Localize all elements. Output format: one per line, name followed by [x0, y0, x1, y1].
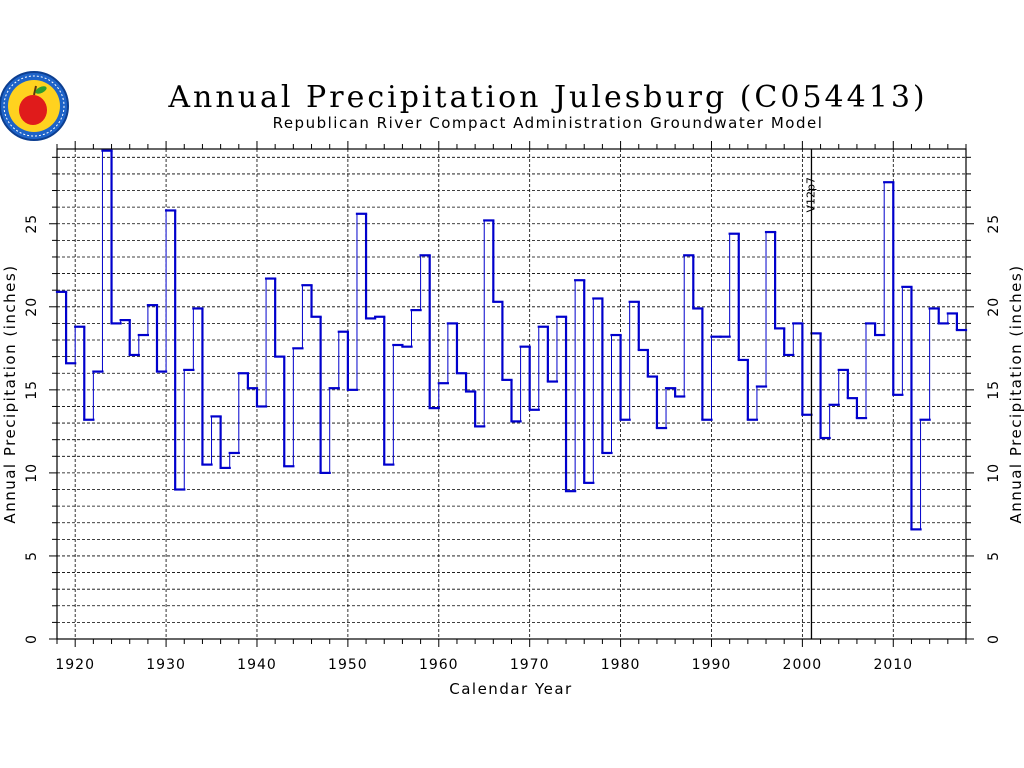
- x-tick-label: 2010: [873, 657, 913, 673]
- y-tick-label-left: 20: [24, 297, 40, 317]
- x-tick-label: 1970: [510, 657, 550, 673]
- x-tick-label: 1940: [237, 657, 277, 673]
- y-tick-label-left: 10: [24, 463, 40, 483]
- x-tick-label: 2000: [783, 657, 823, 673]
- chart-title: Annual Precipitation Julesburg (C054413): [167, 80, 927, 115]
- annotation-group: V12p7: [804, 149, 817, 639]
- y-tick-label-right: 20: [986, 297, 1002, 317]
- leaf-icon: [35, 86, 47, 94]
- y-tick-label-right: 15: [986, 380, 1002, 400]
- x-tick-label: 1990: [692, 657, 732, 673]
- y-tick-label-right: 0: [986, 634, 1002, 644]
- y-tick-label-right: 25: [986, 214, 1002, 234]
- series-group: [55, 149, 968, 531]
- x-tick-label: 1930: [146, 657, 186, 673]
- y-tick-label-left: 5: [24, 551, 40, 561]
- y-tick-label-right: 5: [986, 551, 1002, 561]
- y-tick-label-left: 15: [24, 380, 40, 400]
- x-axis-label: Calendar Year: [449, 680, 572, 698]
- x-tick-label: 1980: [601, 657, 641, 673]
- y-tick-label-right: 10: [986, 463, 1002, 483]
- grid-lines: [57, 149, 966, 639]
- x-tick-label: 1920: [55, 657, 95, 673]
- y-tick-label-left: 25: [24, 214, 40, 234]
- x-tick-label: 1960: [419, 657, 459, 673]
- y-axis-label-right: Annual Precipitation (inches): [1007, 264, 1024, 523]
- rrca-logo: [0, 71, 69, 141]
- chart-subtitle: Republican River Compact Administration …: [273, 114, 824, 132]
- axis-ticks: 1920 1930 1940 1950 1960 1970 1980 1990 2000 2010…: [24, 141, 1002, 673]
- apple-icon: [19, 95, 47, 125]
- y-axis-label-left: Annual Precipitation (inches): [1, 264, 19, 523]
- annotation-label: V12p7: [804, 177, 817, 213]
- x-tick-label: 1950: [328, 657, 368, 673]
- precip-series: [55, 149, 968, 531]
- y-tick-label-left: 0: [24, 634, 40, 644]
